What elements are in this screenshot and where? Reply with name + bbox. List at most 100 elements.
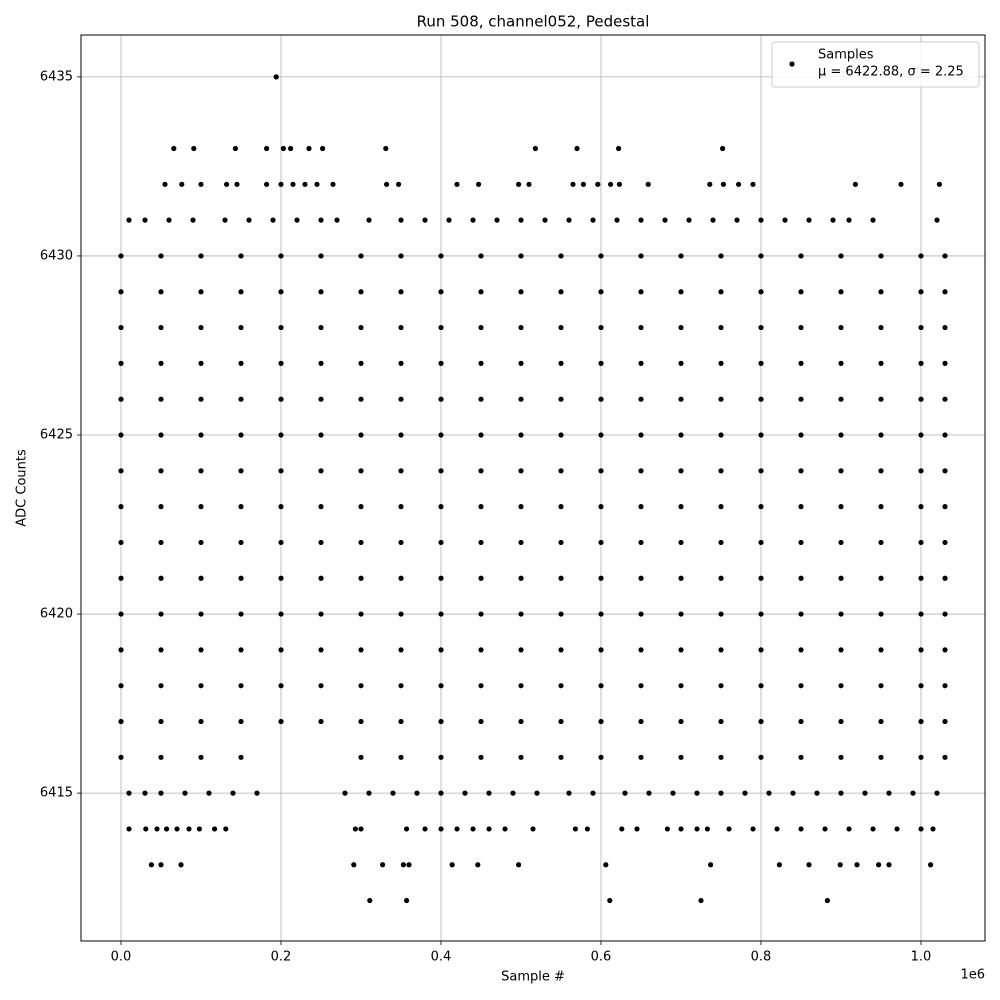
point xyxy=(278,396,284,402)
point xyxy=(838,468,844,474)
point xyxy=(358,253,364,259)
point xyxy=(278,718,284,725)
x-tick-label: 0.0 xyxy=(111,950,132,965)
point xyxy=(494,217,500,223)
legend-box xyxy=(771,41,980,88)
point xyxy=(686,217,692,223)
point xyxy=(638,289,644,295)
point xyxy=(158,754,164,760)
point xyxy=(678,826,684,832)
point xyxy=(934,790,940,796)
point xyxy=(862,790,868,796)
point xyxy=(798,253,804,259)
point xyxy=(726,826,732,832)
y-tick-label: 6425 xyxy=(40,428,73,443)
point xyxy=(164,826,170,832)
point xyxy=(358,647,364,653)
point xyxy=(603,862,609,868)
point xyxy=(398,647,404,653)
point xyxy=(886,862,892,868)
point xyxy=(798,647,804,653)
point xyxy=(838,253,844,259)
point xyxy=(886,790,892,796)
point xyxy=(898,181,904,187)
point xyxy=(645,181,651,187)
point xyxy=(798,289,804,295)
point xyxy=(774,826,780,832)
point xyxy=(422,217,428,223)
point xyxy=(438,826,444,832)
point xyxy=(678,289,684,295)
point xyxy=(838,647,844,653)
point xyxy=(918,360,924,366)
point xyxy=(290,181,296,187)
point xyxy=(918,754,924,760)
point xyxy=(438,324,444,331)
point xyxy=(154,826,160,832)
point xyxy=(558,754,564,760)
point xyxy=(334,217,340,223)
point xyxy=(198,289,204,295)
point xyxy=(158,432,164,438)
point xyxy=(518,683,524,689)
point xyxy=(198,360,204,366)
point xyxy=(238,754,244,760)
point xyxy=(918,432,924,438)
point xyxy=(278,611,284,617)
point xyxy=(798,754,804,760)
point xyxy=(358,826,364,832)
point xyxy=(294,217,300,223)
point xyxy=(158,575,164,581)
point xyxy=(238,504,244,510)
point xyxy=(198,575,204,581)
point xyxy=(718,647,724,653)
point xyxy=(598,253,604,259)
point xyxy=(238,539,244,546)
point xyxy=(558,718,564,725)
point xyxy=(470,217,476,223)
point xyxy=(486,826,492,832)
legend: Samples μ = 6422.88, σ = 2.25 xyxy=(771,41,980,88)
point xyxy=(278,324,284,331)
point xyxy=(318,289,324,295)
point xyxy=(638,754,644,760)
point xyxy=(534,790,540,796)
point xyxy=(278,360,284,366)
point xyxy=(118,360,124,366)
point xyxy=(846,217,852,223)
point xyxy=(118,324,124,331)
x-tick-label: 0.8 xyxy=(751,950,772,965)
point xyxy=(758,575,764,581)
point xyxy=(182,790,188,796)
point xyxy=(854,862,860,868)
point xyxy=(142,217,148,223)
point xyxy=(798,575,804,581)
point xyxy=(270,217,276,223)
point xyxy=(398,289,404,295)
point xyxy=(158,289,164,295)
point xyxy=(158,324,164,331)
point xyxy=(158,611,164,617)
point xyxy=(438,647,444,653)
point xyxy=(404,897,410,904)
y-tick-label: 6420 xyxy=(40,607,73,622)
point xyxy=(558,432,564,438)
point xyxy=(838,611,844,617)
point xyxy=(398,754,404,760)
point xyxy=(254,790,260,796)
point xyxy=(118,575,124,581)
point xyxy=(238,289,244,295)
point xyxy=(179,181,185,187)
point xyxy=(478,360,484,366)
point xyxy=(118,539,124,546)
point xyxy=(422,826,428,832)
point xyxy=(438,575,444,581)
point xyxy=(478,611,484,617)
point xyxy=(358,289,364,295)
point xyxy=(798,468,804,474)
point xyxy=(318,611,324,617)
point xyxy=(616,145,622,152)
point xyxy=(288,145,294,152)
point xyxy=(367,897,373,904)
